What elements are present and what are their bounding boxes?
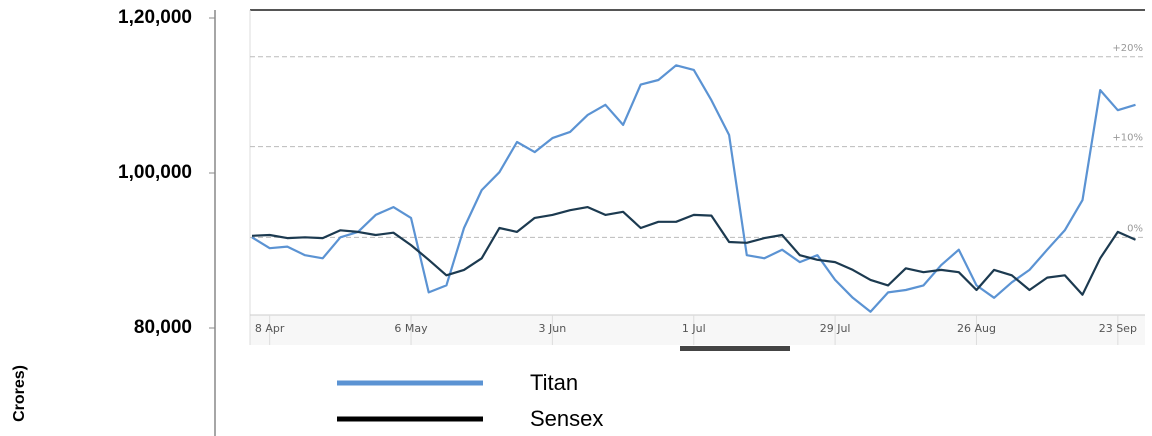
reference-label: +10% bbox=[1112, 133, 1143, 144]
y-tick-label: 80,000 bbox=[134, 317, 192, 338]
legend-label: Sensex bbox=[530, 406, 603, 431]
series-line bbox=[251, 206, 1136, 296]
x-tick-label: 23 Sep bbox=[1099, 322, 1137, 335]
reference-label: 0% bbox=[1127, 223, 1143, 234]
x-tick-label: 29 Jul bbox=[820, 322, 851, 335]
reference-label: +20% bbox=[1112, 43, 1143, 54]
y-tick-label: 1,00,000 bbox=[118, 162, 192, 183]
x-tick-label: 3 Jun bbox=[539, 322, 567, 335]
x-tick-label: 8 Apr bbox=[255, 322, 285, 335]
x-tick-label: 6 May bbox=[394, 322, 428, 335]
series-line bbox=[251, 64, 1136, 313]
x-tick-label: 26 Aug bbox=[957, 322, 996, 335]
x-axis-band bbox=[250, 315, 1145, 345]
legend-label: Titan bbox=[530, 370, 578, 395]
plot-area bbox=[250, 10, 1145, 346]
y-axis-title: Crores) bbox=[11, 365, 28, 422]
scrollbar bbox=[680, 346, 790, 351]
x-tick-label: 1 Jul bbox=[682, 322, 706, 335]
y-tick-label: 1,20,000 bbox=[118, 7, 192, 28]
